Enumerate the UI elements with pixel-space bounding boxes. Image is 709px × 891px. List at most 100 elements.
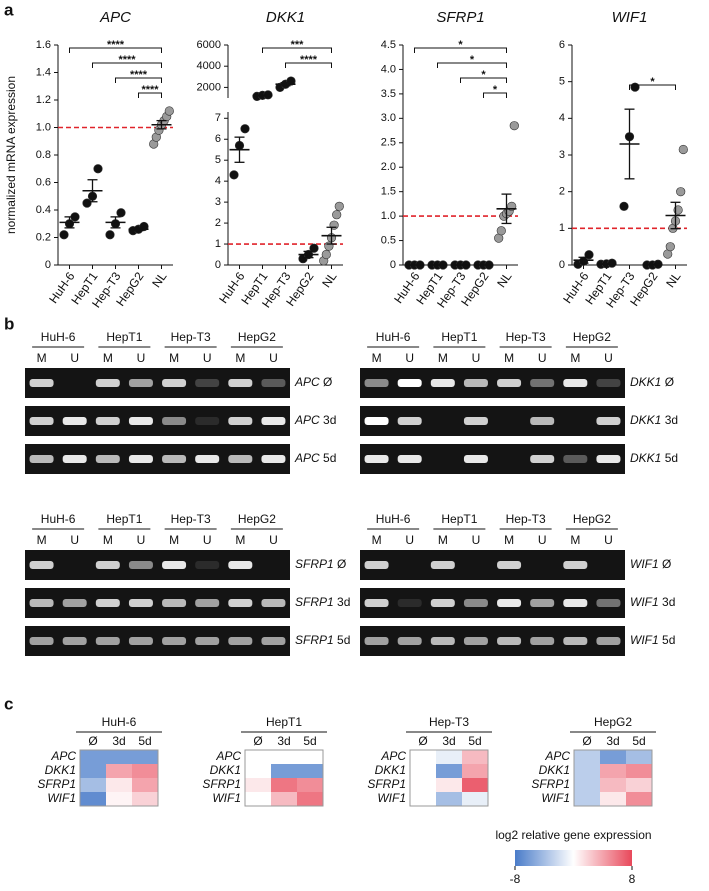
colorbar-tick-label: -8 [510, 872, 521, 886]
gel-band [195, 379, 220, 387]
condition: Ø [323, 375, 332, 389]
column-label: Ø [253, 734, 262, 748]
gel-band [430, 379, 455, 387]
gel-band [563, 561, 588, 569]
condition: 5d [662, 633, 675, 647]
row-label: APC [215, 749, 241, 763]
lane-label: M [235, 351, 245, 365]
gel-band [62, 599, 87, 607]
gel-row-label: WIF1 3d [630, 595, 675, 609]
y-tick-label: 1 [559, 222, 565, 234]
condition: 5d [337, 633, 350, 647]
y-tick-label: 5 [559, 76, 565, 88]
gel-band [128, 599, 153, 607]
gel-band [195, 561, 220, 569]
heatmap-cell [574, 750, 600, 764]
significance-bracket [414, 47, 507, 53]
significance-bracket [69, 47, 162, 53]
heatmap-frame [79, 749, 159, 807]
y-tick-label: 6 [215, 133, 221, 145]
gel-band [228, 637, 253, 645]
column-label: 3d [442, 734, 455, 748]
gel-band [261, 379, 286, 387]
gel-band [95, 561, 120, 569]
y-tick-label: 1.6 [36, 39, 51, 51]
heatmap-title: HepT1 [266, 715, 302, 729]
data-point [240, 124, 250, 134]
gel-band [397, 417, 422, 425]
gel-band [397, 637, 422, 645]
heatmap-cell [410, 764, 436, 778]
gel-band [530, 561, 554, 569]
gel-band [596, 599, 621, 607]
gel-band [228, 599, 253, 607]
data-point [630, 82, 640, 92]
lane-label: M [103, 351, 113, 365]
heatmap-title: Hep-T3 [429, 715, 469, 729]
lane-group-label: HuH-6 [41, 512, 76, 526]
heatmap-cell [245, 792, 271, 806]
gel-band [128, 455, 153, 463]
heatmap-frame [573, 749, 653, 807]
gene-name: APC [294, 375, 320, 389]
lane-label: U [203, 351, 212, 365]
gel-band [162, 599, 187, 607]
heatmap-cell [462, 750, 488, 764]
heatmap-cell [410, 778, 436, 792]
data-point [105, 230, 115, 240]
y-tick-label: 0.8 [36, 149, 51, 161]
gel-band [364, 455, 389, 463]
heatmap-cell [297, 750, 323, 764]
gel-band [128, 561, 153, 569]
heatmap-cell [600, 792, 626, 806]
heatmap-cell [462, 764, 488, 778]
gel-band [128, 417, 153, 425]
column-label: 5d [632, 734, 645, 748]
y-tick-label: 1.0 [36, 121, 51, 133]
gel-band [463, 417, 488, 425]
panel-label: c [4, 694, 13, 713]
gel-band [430, 561, 455, 569]
colorbar [515, 850, 632, 866]
y-tick-label: 2 [215, 217, 221, 229]
column-label: 3d [277, 734, 290, 748]
gel-band [228, 417, 253, 425]
lane-label: U [472, 351, 481, 365]
heatmap-cell [245, 764, 271, 778]
significance-bracket [629, 84, 676, 90]
row-label: SFRP1 [531, 777, 570, 791]
gel-row-label: DKK1 5d [630, 451, 678, 465]
y-tick-label: 3.5 [381, 88, 396, 100]
gel-row-label: SFRP1 3d [295, 595, 350, 609]
row-label: SFRP1 [367, 777, 406, 791]
lane-label: M [438, 533, 448, 547]
row-label: WIF1 [47, 791, 76, 805]
significance-label: * [650, 76, 655, 88]
gel-band [463, 637, 488, 645]
gel-band [430, 599, 455, 607]
column-label: Ø [418, 734, 427, 748]
heatmap-cell [106, 778, 132, 792]
heatmap-cell [80, 792, 106, 806]
condition: 3d [662, 595, 675, 609]
significance-label: * [458, 39, 463, 51]
gel-band [62, 637, 87, 645]
y-tick-label: 5 [215, 154, 221, 166]
condition: 5d [323, 451, 336, 465]
heatmap-cell [462, 792, 488, 806]
column-label: 3d [606, 734, 619, 748]
condition: 3d [323, 413, 336, 427]
heatmap-cell [80, 750, 106, 764]
lane-label: M [570, 533, 580, 547]
y-tick-label: 4000 [197, 60, 221, 72]
lane-group-label: HepG2 [573, 512, 611, 526]
row-label: DKK1 [375, 763, 406, 777]
colorbar-tick-label: 8 [629, 872, 636, 886]
gel-row-label: SFRP1 5d [295, 633, 350, 647]
row-label: DKK1 [539, 763, 570, 777]
lane-group-label: HepT1 [441, 330, 477, 344]
heatmap-cell [574, 792, 600, 806]
gel-band [195, 637, 220, 645]
chart-title: DKK1 [266, 9, 305, 26]
y-tick-label: 4.0 [381, 63, 396, 75]
